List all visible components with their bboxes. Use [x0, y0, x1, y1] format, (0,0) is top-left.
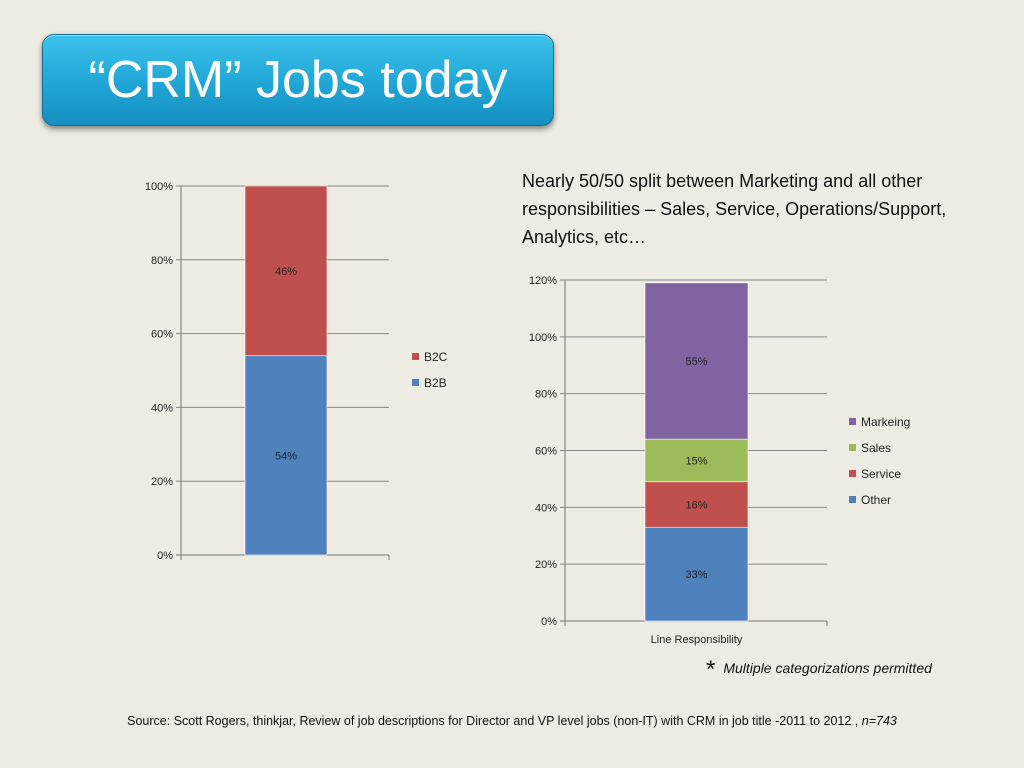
bar-segment-service	[644, 481, 749, 528]
legend-label-b2c: B2C	[424, 350, 448, 364]
footnote-text: Multiple categorizations permitted	[723, 660, 932, 676]
source-text: Source: Scott Rogers, thinkjar, Review o…	[127, 714, 859, 728]
bar-segment-other	[644, 526, 749, 622]
legend-swatch-other	[849, 496, 856, 503]
right-chart-caption: Nearly 50/50 split between Marketing and…	[522, 171, 947, 247]
legend-swatch-sales	[849, 444, 856, 451]
y-tick-label: 20%	[535, 559, 557, 571]
legend-label-markeing: Markeing	[861, 415, 910, 429]
slide-title: “CRM” Jobs today	[88, 51, 508, 109]
footnote: * Multiple categorizations permitted	[706, 656, 1006, 684]
data-label-b2c: 46%	[275, 266, 297, 278]
legend-label-service: Service	[861, 467, 901, 481]
y-tick-label: 100%	[145, 181, 173, 193]
bar-segment-b2b	[244, 355, 328, 556]
footnote-asterisk: *	[706, 656, 716, 683]
legend-label-sales: Sales	[861, 441, 891, 455]
data-label-b2b: 54%	[275, 450, 297, 462]
data-label-markeing: 55%	[685, 356, 707, 368]
sample-size: n=743	[861, 714, 897, 728]
legend-swatch-b2c	[412, 353, 419, 360]
bar-segment-b2c	[244, 185, 328, 357]
legend-label-b2b: B2B	[424, 376, 447, 390]
bar-segment-markeing	[644, 282, 749, 440]
y-tick-label: 20%	[151, 476, 173, 488]
y-tick-label: 60%	[535, 446, 557, 458]
y-tick-label: 60%	[151, 329, 173, 341]
bar-segment-sales	[644, 438, 749, 483]
y-tick-label: 80%	[535, 389, 557, 401]
y-tick-label: 120%	[529, 275, 557, 287]
y-tick-label: 0%	[157, 550, 173, 562]
data-label-other: 33%	[685, 569, 707, 581]
data-label-sales: 15%	[685, 455, 707, 467]
y-tick-label: 80%	[151, 255, 173, 267]
y-tick-label: 100%	[529, 332, 557, 344]
y-tick-label: 40%	[151, 402, 173, 414]
legend-swatch-service	[849, 470, 856, 477]
legend-label-other: Other	[861, 493, 891, 507]
x-category-label: Line Responsibility	[651, 634, 743, 646]
y-tick-label: 40%	[535, 502, 557, 514]
source-line: Source: Scott Rogers, thinkjar, Review o…	[0, 714, 1024, 728]
y-tick-label: 0%	[541, 616, 557, 628]
legend-swatch-markeing	[849, 418, 856, 425]
legend-swatch-b2b	[412, 379, 419, 386]
title-banner: “CRM” Jobs today	[42, 34, 554, 126]
data-label-service: 16%	[685, 499, 707, 511]
